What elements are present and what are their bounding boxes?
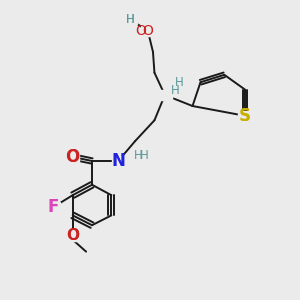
Bar	[66, 230, 80, 241]
Text: O: O	[66, 148, 79, 166]
Text: F: F	[48, 198, 59, 216]
Bar	[65, 152, 79, 162]
Bar	[238, 111, 252, 121]
Text: H: H	[140, 149, 148, 162]
Text: H: H	[126, 13, 134, 26]
Bar	[112, 156, 125, 166]
Text: H: H	[175, 76, 184, 89]
Bar	[123, 14, 137, 24]
Text: O: O	[142, 24, 153, 38]
Text: H: H	[126, 13, 134, 26]
Text: F: F	[49, 198, 58, 216]
Text: S: S	[240, 107, 250, 125]
Text: O: O	[136, 24, 146, 38]
Bar	[47, 202, 60, 212]
Text: O: O	[65, 148, 79, 166]
Text: S: S	[239, 107, 251, 125]
Bar	[141, 26, 154, 36]
Bar	[169, 85, 182, 96]
Text: O: O	[67, 228, 79, 243]
Text: N: N	[111, 152, 125, 170]
Text: N: N	[112, 152, 124, 170]
Text: H: H	[134, 149, 142, 162]
Bar	[131, 151, 145, 161]
Bar	[158, 90, 172, 100]
Text: H: H	[171, 84, 180, 97]
Text: O: O	[66, 228, 79, 243]
